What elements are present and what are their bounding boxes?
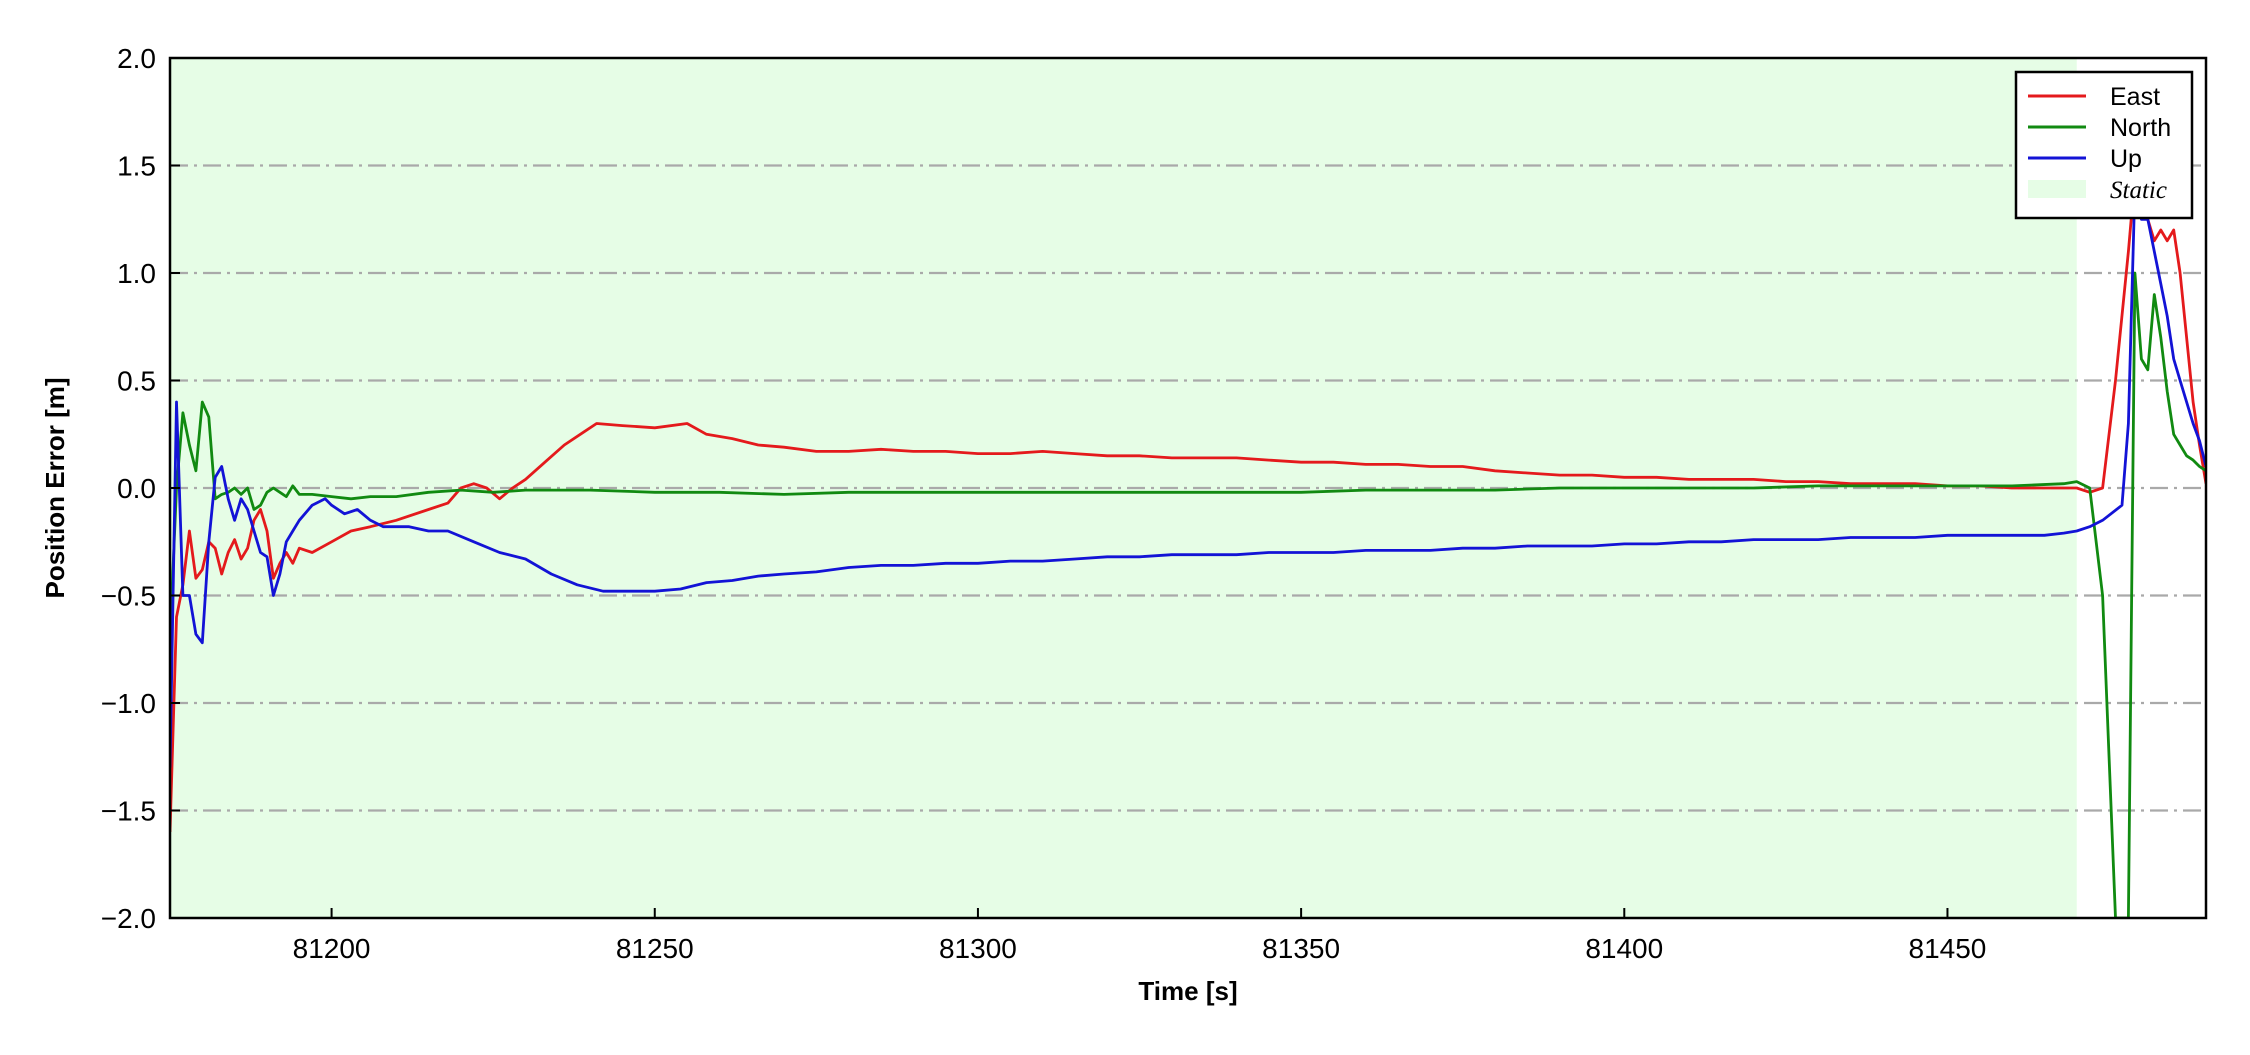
- y-tick-label: 2.0: [117, 43, 156, 74]
- grid-layer: [170, 164, 2206, 812]
- y-tick-label: −1.0: [101, 688, 156, 719]
- y-tick-label: 0.0: [117, 473, 156, 504]
- series-line-north: [170, 271, 2206, 918]
- y-tick-label: 0.5: [117, 366, 156, 397]
- y-tick-label: 1.0: [117, 258, 156, 289]
- legend-label-east: East: [2110, 83, 2160, 111]
- x-tick-label: 81200: [293, 933, 371, 964]
- x-tick-label: 81450: [1909, 933, 1987, 964]
- legend-label-up: Up: [2110, 145, 2142, 173]
- x-tick-label: 81400: [1585, 933, 1663, 964]
- y-tick-label: 1.5: [117, 151, 156, 182]
- legend-label-static: Static: [2110, 177, 2167, 204]
- series-layer: [170, 174, 2206, 918]
- series-line-east: [170, 174, 2206, 833]
- y-tick-label: −1.5: [101, 796, 156, 827]
- y-axis-title: Position Error [m]: [40, 377, 70, 598]
- x-axis-title: Time [s]: [1138, 976, 1237, 1006]
- y-tick-label: −2.0: [101, 903, 156, 934]
- tick-layer: 81200 81250 81300 81350 81400 81450 2.0 1.5 1.0 0…: [101, 43, 1987, 964]
- x-tick-label: 81300: [939, 933, 1017, 964]
- x-tick-label: 81250: [616, 933, 694, 964]
- legend-swatch-static: [2028, 180, 2086, 198]
- series-line-up: [170, 185, 2206, 768]
- legend-label-north: North: [2110, 114, 2171, 142]
- y-tick-label: −0.5: [101, 581, 156, 612]
- legend: East North Up Static: [2014, 70, 2194, 220]
- x-tick-label: 81350: [1262, 933, 1340, 964]
